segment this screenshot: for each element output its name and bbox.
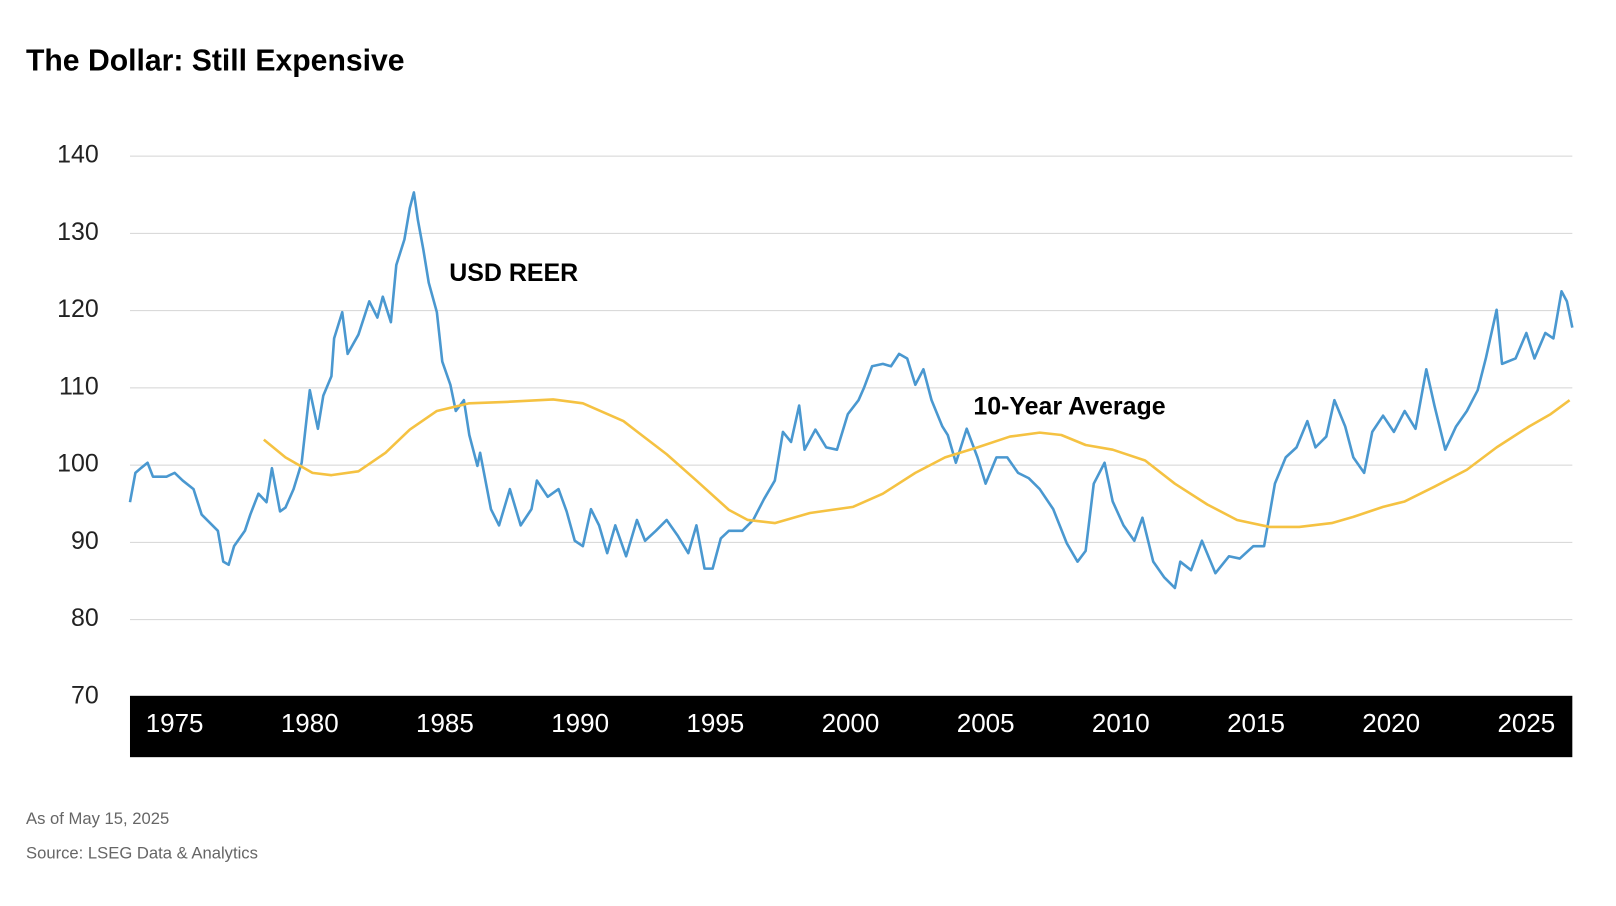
y-tick-label: 70 [71,681,99,709]
x-tick-label: 1985 [416,708,474,738]
x-tick-label: 2020 [1362,708,1420,738]
chart-title: The Dollar: Still Expensive [26,44,405,77]
series-annotation: 10-Year Average [973,392,1165,420]
x-tick-label: 1990 [551,708,609,738]
x-tick-label: 2005 [957,708,1015,738]
y-tick-label: 120 [57,295,99,323]
y-tick-label: 110 [59,372,99,400]
plot-area [128,191,1574,590]
source: Source: LSEG Data & Analytics [26,843,258,862]
y-tick-label: 80 [71,604,99,632]
x-tick-label: 2010 [1092,708,1150,738]
footnote: As of May 15, 2025 [26,809,169,828]
series-annotation: USD REER [449,259,578,287]
x-tick-label: 2000 [822,708,880,738]
x-tick-label: 1980 [281,708,339,738]
grid [129,155,1573,698]
y-tick-label: 100 [57,450,99,478]
y-tick-label: 140 [57,141,99,169]
x-axis-band [129,695,1573,758]
series-line [262,398,1571,529]
y-tick-label: 130 [57,218,99,246]
x-tick-label: 1975 [146,708,204,738]
x-tick-label: 2025 [1497,708,1555,738]
x-tick-label: 2015 [1227,708,1285,738]
series-line [128,191,1574,590]
y-tick-label: 90 [71,527,99,555]
x-tick-label: 1995 [686,708,744,738]
